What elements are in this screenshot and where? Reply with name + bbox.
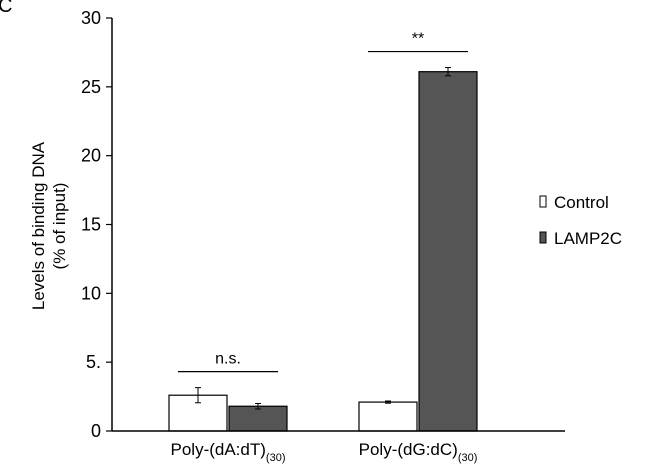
x-category-label: Poly-(dG:dC)(30) [359,440,478,464]
legend-swatch-lamp2c [539,231,547,244]
x-category-main: Poly-(dA:dT) [171,440,266,459]
legend: Control LAMP2C [539,193,622,248]
legend-swatch-control [539,195,547,208]
x-axis: Poly-(dA:dT)(30) Poly-(dG:dC)(30) [112,430,565,464]
y-tick-label: 10 [81,283,101,303]
x-category-label: Poly-(dA:dT)(30) [171,440,286,464]
y-axis-label-text: Levels of binding DNA (% of input) [29,141,69,310]
bar-lamp2c-2 [418,71,478,432]
panel-letter: C [0,0,12,17]
y-axis: 0 5. 10 15 20 25 30 [81,8,113,441]
y-tick-label: 30 [81,8,101,28]
x-category-subscript: (30) [458,452,478,464]
y-axis-label: Levels of binding DNA (% of input) [29,141,69,310]
y-tick-label: 0 [91,421,101,441]
y-tick-label: 25 [81,77,101,97]
significance-label: ** [412,31,424,48]
x-category-main: Poly-(dG:dC) [359,440,458,459]
y-tick-label: 5. [86,352,101,372]
legend-label-lamp2c: LAMP2C [554,229,622,248]
y-tick-label: 15 [81,215,101,235]
y-axis-label-line: (% of input) [50,183,69,270]
bar-lamp2c-1 [228,405,288,432]
legend-label-control: Control [554,193,609,212]
x-category-subscript: (30) [266,452,286,464]
bars: n.s. ** [168,31,478,432]
y-tick-label: 20 [81,146,101,166]
significance-label: n.s. [215,351,241,368]
bar-control-2 [358,401,418,432]
y-axis-label-line: Levels of binding DNA [29,141,48,310]
